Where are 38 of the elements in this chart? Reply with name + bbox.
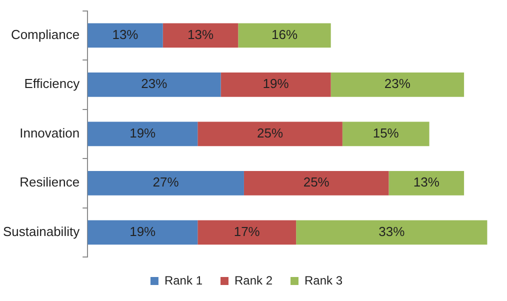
- bar: [296, 220, 488, 245]
- bar: [88, 23, 163, 48]
- bar: [88, 170, 244, 196]
- bar: [88, 122, 198, 146]
- bar: [238, 23, 331, 48]
- data-label: 27%: [152, 174, 180, 190]
- y-tick-label: Innovation: [20, 125, 80, 140]
- data-label: 15%: [372, 125, 400, 140]
- bar: [388, 170, 464, 196]
- bar: [342, 122, 430, 146]
- data-label: 19%: [262, 76, 290, 92]
- legend-label: Rank 2: [234, 273, 273, 288]
- data-label: 19%: [130, 224, 156, 239]
- y-tick-label: Resilience: [20, 174, 80, 190]
- bar: [162, 23, 238, 48]
- data-label: 33%: [378, 224, 406, 239]
- bar: [198, 220, 296, 245]
- bar: [198, 122, 342, 146]
- bar: [88, 220, 198, 245]
- bar: [244, 170, 389, 196]
- y-tick-label: Compliance: [10, 27, 80, 42]
- y-tick-label: Efficiency: [24, 76, 80, 92]
- legend-label: Rank 1: [164, 273, 203, 288]
- data-label: 13%: [112, 27, 139, 42]
- data-label: 23%: [141, 76, 168, 92]
- bar: [330, 72, 464, 97]
- bar: [88, 72, 221, 97]
- data-label: 25%: [303, 174, 330, 190]
- data-label: 13%: [188, 27, 214, 42]
- y-tick-label: Sustainability: [2, 224, 80, 239]
- data-label: 23%: [384, 76, 411, 92]
- data-label: 25%: [257, 125, 284, 140]
- legend-label: Rank 3: [304, 273, 343, 288]
- bar: [220, 72, 331, 97]
- data-label: 13%: [413, 174, 440, 190]
- data-label: 17%: [234, 224, 260, 239]
- data-label: 19%: [130, 125, 156, 140]
- data-label: 16%: [271, 27, 298, 42]
